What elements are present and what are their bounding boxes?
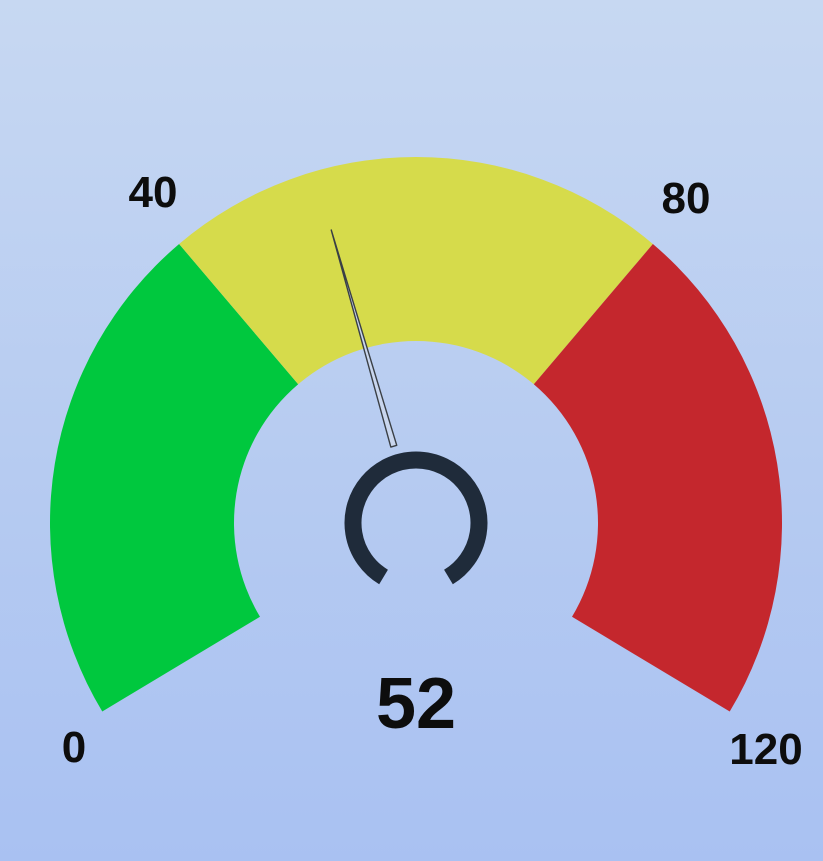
gauge-value-label: 52	[376, 664, 456, 744]
gauge-band-high	[533, 244, 782, 712]
gauge-tick-label-40: 40	[129, 168, 178, 217]
gauge-needle	[330, 229, 398, 448]
gauge-tick-labels: 0 40 80 120	[62, 168, 803, 774]
gauge-needle-layer	[330, 229, 398, 448]
gauge-tick-label-120: 120	[729, 725, 802, 774]
gauge-tick-label-80: 80	[662, 174, 711, 223]
gauge-bands	[50, 157, 782, 712]
gauge-hub-layer	[344, 451, 488, 585]
gauge-band-mid	[179, 157, 653, 385]
gauge-band-low	[50, 244, 299, 712]
gauge-hub	[344, 451, 488, 585]
gauge-tick-label-0: 0	[62, 723, 86, 772]
